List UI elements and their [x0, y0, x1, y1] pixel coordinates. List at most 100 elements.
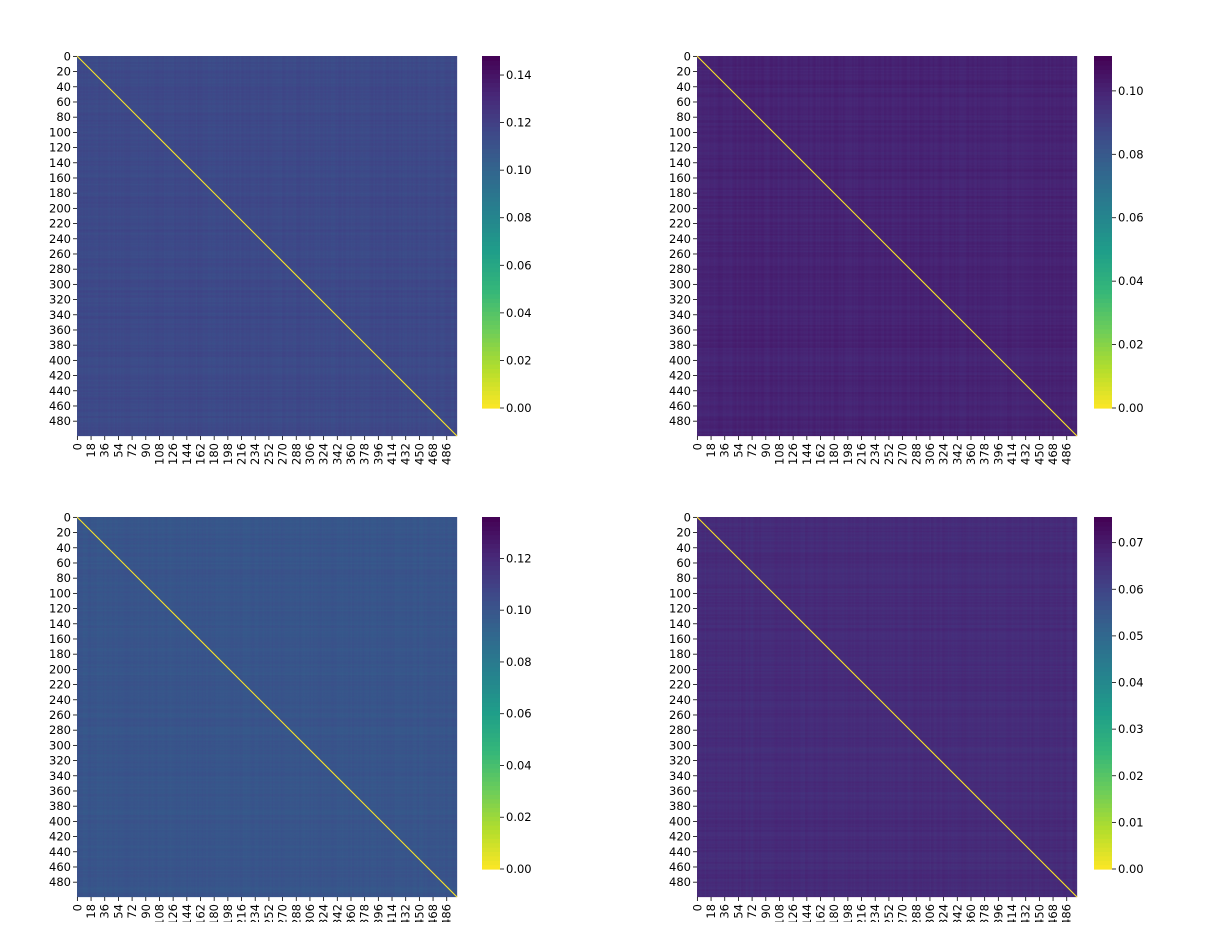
heatmap-column-band — [975, 517, 977, 897]
heatmap-row-band — [697, 335, 1077, 338]
heatmap-column-band — [184, 56, 187, 436]
heatmap-row-band — [697, 273, 1077, 276]
heatmap-row-band — [697, 293, 1077, 295]
heatmap-column-band — [849, 517, 851, 897]
colorbar-segment — [1094, 60, 1112, 66]
heatmap-column-band — [964, 56, 967, 436]
heatmap-column-band — [186, 56, 189, 436]
heatmap-row-band — [697, 139, 1077, 142]
heatmap-row-band — [697, 542, 1077, 545]
colorbar-segment — [482, 596, 500, 602]
heatmap-column-band — [801, 56, 804, 436]
heatmap-row-band — [697, 62, 1077, 64]
heatmap-row-band — [77, 690, 457, 693]
heatmap-column-band — [888, 56, 891, 436]
heatmap-row-band — [77, 652, 457, 655]
heatmap-row-band — [77, 312, 457, 315]
colorbar-segment — [1094, 399, 1112, 405]
colorbar-tick-label: 0.02 — [506, 353, 532, 367]
x-tick-label: 306 — [303, 904, 317, 922]
y-tick-label: 340 — [669, 769, 691, 783]
heatmap-row-band — [697, 729, 1077, 732]
y-tick-label: 20 — [676, 65, 691, 79]
heatmap-column-band — [194, 56, 196, 436]
colorbar-segment — [482, 807, 500, 813]
heatmap-column-band — [703, 56, 705, 436]
heatmap-column-band — [1060, 517, 1063, 897]
colorbar-segment — [482, 390, 500, 396]
x-tick-label: 360 — [964, 443, 978, 465]
colorbar-segment — [1094, 675, 1112, 681]
heatmap-row-band — [77, 568, 457, 571]
heatmap-row-band — [77, 191, 457, 194]
heatmap-row-band — [697, 593, 1077, 595]
heatmap-column-band — [929, 56, 932, 436]
heatmap-row-band — [77, 740, 457, 743]
y-tick-label: 400 — [49, 353, 71, 367]
heatmap-column-band — [108, 56, 111, 436]
heatmap-row-band — [77, 656, 457, 659]
heatmap-column-band — [782, 517, 784, 897]
heatmap-column-band — [1025, 517, 1028, 897]
heatmap-row-band — [77, 798, 457, 801]
heatmap-column-band — [197, 517, 199, 897]
heatmap-row-band — [697, 239, 1077, 242]
colorbar-segment — [1094, 78, 1112, 83]
heatmap-column-band — [865, 56, 868, 436]
heatmap-row-band — [77, 382, 457, 385]
heatmap-row-band — [77, 416, 457, 419]
heatmap-column-band — [191, 56, 193, 436]
heatmap-row-band — [77, 110, 457, 113]
heatmap-column-band — [897, 56, 900, 436]
heatmap-column-band — [841, 56, 844, 436]
heatmap-row-band — [77, 402, 457, 405]
colorbar-segment — [1094, 693, 1112, 698]
heatmap-row-band — [77, 198, 457, 201]
heatmap-row-band — [77, 423, 457, 426]
heatmap-row-band — [77, 271, 457, 274]
heatmap-row-band — [697, 59, 1077, 61]
y-tick-label: 120 — [669, 602, 691, 616]
heatmap-row-band — [77, 136, 457, 139]
heatmap-column-band — [83, 56, 85, 436]
heatmap-column-band — [1046, 517, 1049, 897]
heatmap-row-band — [697, 817, 1077, 820]
heatmap-column-band — [928, 517, 930, 897]
heatmap-row-band — [77, 792, 457, 794]
heatmap-column-band — [899, 56, 901, 436]
heatmap-column-band — [747, 517, 749, 897]
heatmap-row-band — [77, 691, 457, 694]
heatmap-row-band — [697, 253, 1077, 256]
heatmap-column-band — [177, 517, 180, 897]
heatmap-column-band — [387, 56, 389, 436]
heatmap-column-band — [791, 56, 794, 436]
y-tick-label: 60 — [56, 556, 71, 570]
colorbar-segment — [482, 254, 500, 259]
heatmap-column-band — [797, 517, 800, 897]
x-tick-label: 324 — [317, 904, 331, 922]
heatmap-column-band — [814, 56, 816, 436]
colorbar-segment — [1094, 69, 1112, 75]
heatmap-column-band — [838, 56, 841, 436]
colorbar-segment — [1094, 807, 1112, 813]
heatmap-row-band — [77, 842, 457, 845]
heatmap-column-band — [420, 56, 423, 436]
heatmap-column-band — [81, 517, 84, 897]
heatmap-row-band — [77, 714, 457, 717]
colorbar-segment — [1094, 649, 1112, 654]
heatmap-row-band — [77, 620, 457, 623]
heatmap-row-band — [697, 198, 1077, 201]
heatmap-column-band — [821, 517, 824, 897]
y-tick-label: 400 — [669, 353, 691, 367]
x-tick-label: 198 — [841, 443, 855, 465]
colorbar-segment — [482, 91, 500, 97]
colorbar-segment — [482, 745, 500, 751]
heatmap-column-band — [312, 56, 315, 436]
colorbar-segment — [1094, 350, 1112, 356]
colorbar-segment — [482, 794, 500, 800]
heatmap-column-band — [446, 56, 449, 436]
heatmap-column-band — [780, 517, 783, 897]
heatmap-column-band — [754, 517, 757, 897]
heatmap-row-band — [697, 767, 1077, 770]
colorbar-segment — [1094, 337, 1112, 343]
